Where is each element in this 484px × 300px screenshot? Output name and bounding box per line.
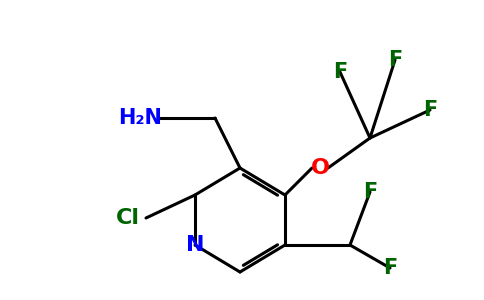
Text: F: F bbox=[383, 258, 397, 278]
Text: O: O bbox=[311, 158, 330, 178]
Text: H₂N: H₂N bbox=[118, 108, 162, 128]
Text: F: F bbox=[333, 62, 347, 82]
Text: N: N bbox=[186, 235, 204, 255]
Text: F: F bbox=[388, 50, 402, 70]
Text: F: F bbox=[363, 182, 377, 202]
Text: F: F bbox=[423, 100, 437, 120]
Text: Cl: Cl bbox=[116, 208, 140, 228]
